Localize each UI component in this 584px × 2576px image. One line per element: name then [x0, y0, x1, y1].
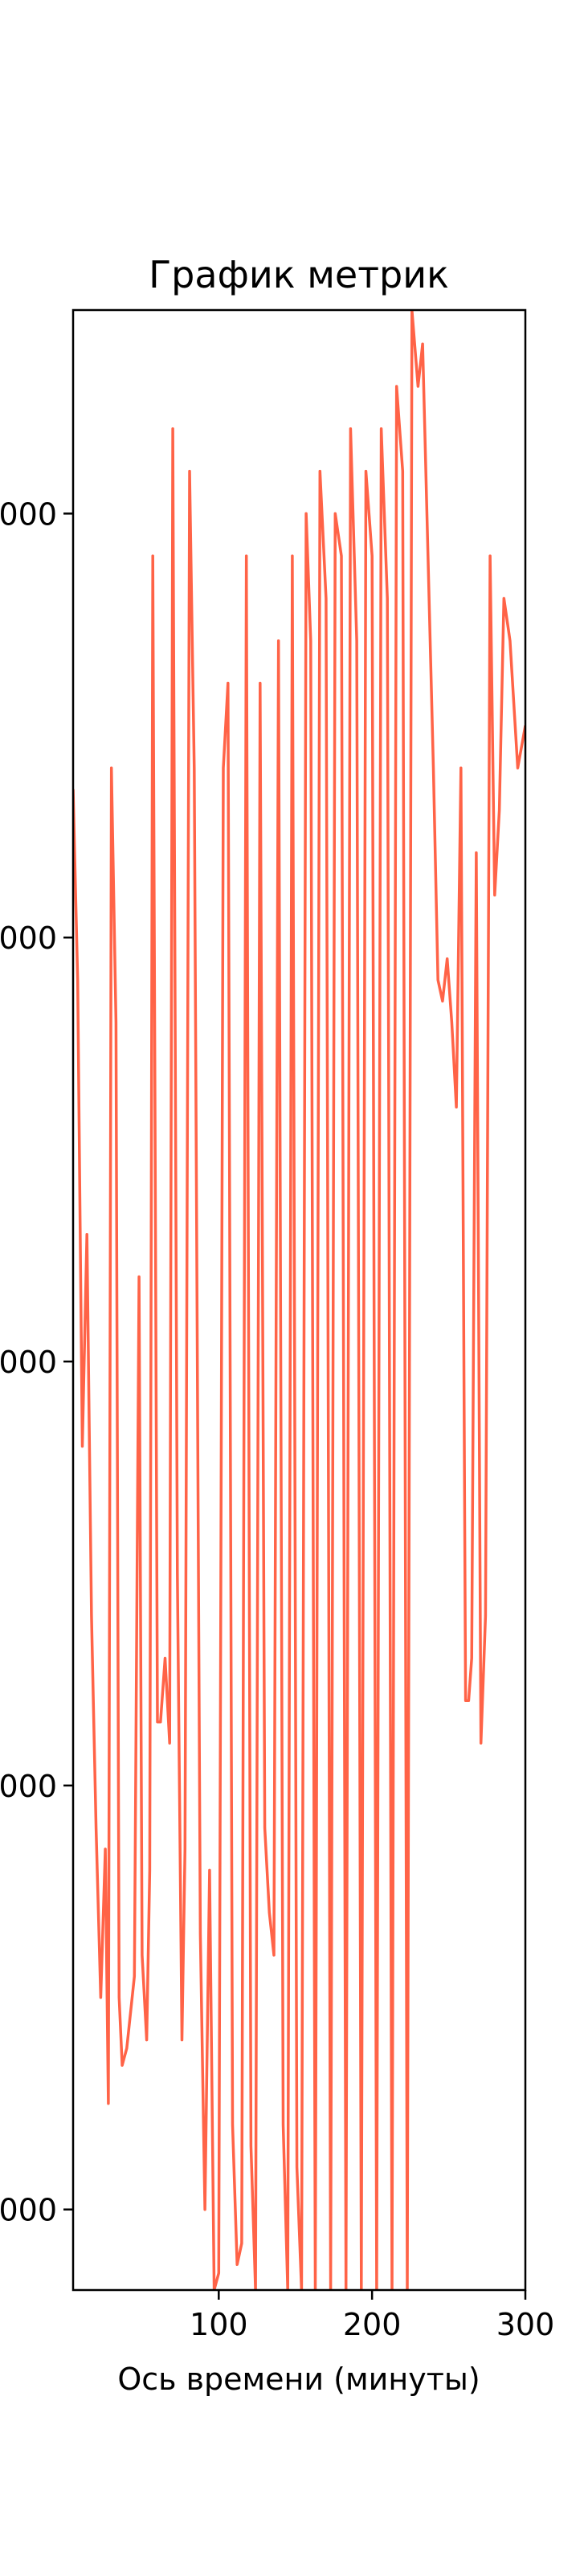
y-axis-ticks: 000 000 000 000 000: [0, 496, 73, 2228]
series-line-0: [73, 310, 525, 2290]
x-axis-label: Ось времени (минуты): [117, 2362, 480, 2397]
x-tick-label: 300: [496, 2307, 555, 2342]
y-tick-label: 000: [0, 921, 57, 956]
chart-title: График метрик: [149, 253, 449, 296]
x-axis-ticks: 100 200 300: [190, 2290, 554, 2342]
y-tick-label: 000: [0, 1769, 57, 1804]
x-tick-label: 100: [190, 2307, 248, 2342]
y-tick-label: 000: [0, 496, 57, 532]
y-tick-label: 000: [0, 1345, 57, 1380]
plot-frame: [71, 308, 527, 2292]
y-tick-label: 000: [0, 2193, 57, 2228]
x-tick-label: 200: [343, 2307, 402, 2342]
series-layer: [73, 310, 525, 2290]
